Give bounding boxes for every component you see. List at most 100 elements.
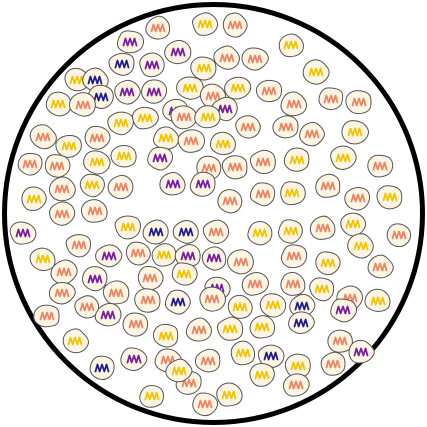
cell-navy (89, 355, 115, 381)
cell-body (327, 329, 353, 353)
wave-squiggle-yellow (137, 113, 153, 123)
cell-salmon (280, 272, 306, 296)
cell-yellow (309, 277, 335, 302)
cell-purple (159, 171, 186, 196)
wave-squiggle-salmon (342, 293, 358, 303)
cell-body (192, 392, 219, 417)
cell-body (151, 243, 177, 267)
wave-squiggle-yellow (171, 366, 187, 376)
cell-body (340, 212, 367, 237)
cell-body (249, 363, 275, 387)
wave-squiggle-purple (353, 347, 369, 357)
wave-squiggle-salmon (320, 181, 336, 191)
cell-body (164, 289, 191, 315)
cell-body (50, 259, 78, 285)
cell-body (139, 52, 165, 78)
cell-salmon (241, 272, 269, 296)
cell-purple (139, 52, 165, 78)
wave-squiggle-yellow (61, 141, 77, 151)
wave-squiggle-salmon (79, 302, 95, 312)
cell-body (259, 293, 287, 318)
wave-squiggle-salmon (142, 273, 158, 283)
cell-body (255, 79, 283, 103)
cell-salmon (367, 154, 394, 178)
cell-purple (116, 30, 145, 54)
cell-yellow (209, 131, 236, 156)
wave-squiggle-salmon (128, 319, 144, 329)
wave-squiggle-purple (152, 153, 168, 163)
wave-squiggle-navy (294, 301, 310, 311)
wave-squiggle-navy (170, 297, 186, 307)
wave-squiggle-purple (209, 283, 225, 293)
cell-body (79, 173, 105, 198)
wave-squiggle-navy (94, 363, 110, 373)
cell-body (257, 344, 285, 369)
cell-body (320, 351, 346, 376)
wave-squiggle-salmon (233, 257, 249, 267)
cell-salmon (84, 125, 111, 150)
cell-purple (120, 347, 148, 372)
wave-squiggle-salmon (22, 159, 38, 169)
cell-salmon (213, 45, 240, 70)
cell-body (278, 33, 304, 58)
wave-squiggle-yellow (235, 348, 251, 358)
cell-yellow (151, 243, 177, 267)
cell-body (341, 120, 370, 145)
cell-yellow (29, 247, 56, 271)
wave-squiggle-yellow (113, 118, 129, 128)
cell-purple (9, 221, 37, 245)
wave-squiggle-salmon (227, 162, 243, 172)
cell-body (315, 251, 341, 276)
cell-salmon (170, 105, 198, 130)
wave-squiggle-salmon (49, 161, 65, 171)
cell-navy (108, 52, 135, 76)
wave-squiggle-salmon (201, 163, 217, 173)
cell-purple (114, 79, 141, 105)
wave-squiggle-yellow (283, 226, 299, 236)
wave-squiggle-navy (178, 227, 194, 237)
cell-salmon (320, 351, 346, 376)
cell-body (21, 186, 47, 211)
cell-yellow (165, 358, 193, 383)
cell-yellow (171, 262, 198, 286)
wave-squiggle-navy (263, 351, 279, 361)
wave-squiggle-yellow (84, 180, 100, 190)
cell-salmon (145, 15, 171, 40)
cell-purple (81, 266, 108, 292)
cell-salmon (107, 174, 134, 200)
cell-salmon (194, 348, 221, 373)
cell-purple (141, 79, 168, 104)
wave-squiggle-yellow (67, 336, 83, 346)
cell-yellow (21, 186, 47, 211)
wave-squiggle-salmon (71, 240, 87, 250)
cell-salmon (272, 115, 299, 139)
wave-squiggle-yellow (35, 254, 51, 264)
cell-salmon (280, 91, 307, 117)
cell-body (141, 79, 168, 104)
wave-squiggle-yellow (347, 127, 363, 137)
wave-squiggle-yellow (50, 99, 66, 109)
wave-squiggle-purple (180, 251, 196, 261)
cell-body (302, 59, 330, 85)
cell-navy (289, 293, 316, 318)
cell-salmon (367, 254, 394, 279)
cell-yellow (247, 221, 273, 246)
cell-yellow (277, 219, 303, 244)
cell-body (191, 12, 219, 36)
wave-squiggle-purple (101, 251, 117, 261)
wave-squiggle-yellow (144, 391, 160, 401)
wave-squiggle-salmon (140, 295, 156, 305)
cell-body (247, 221, 273, 246)
cell-salmon (227, 249, 254, 275)
cell-body (9, 221, 37, 245)
cell-salmon (386, 223, 412, 248)
cell-body (230, 340, 256, 366)
cell-purple (330, 298, 358, 323)
wave-squiggle-salmon (286, 251, 302, 261)
cell-salmon (50, 259, 78, 285)
cell-salmon (345, 90, 372, 115)
cell-salmon (309, 215, 336, 240)
wave-squiggle-yellow (289, 155, 305, 165)
wave-squiggle-salmon (391, 230, 407, 240)
cell-body (216, 316, 244, 341)
